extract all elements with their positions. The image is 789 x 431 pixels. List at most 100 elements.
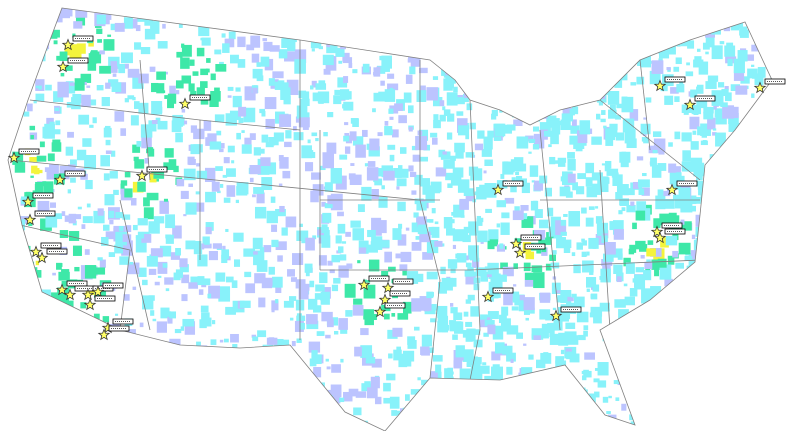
star-icon <box>665 183 679 196</box>
star-icon <box>97 328 111 341</box>
station-marker[interactable] <box>83 295 116 311</box>
intensity-cell <box>420 85 426 92</box>
intensity-cell <box>138 102 149 114</box>
intensity-cell <box>222 245 226 250</box>
intensity-cell <box>271 224 278 232</box>
intensity-cell <box>408 165 414 172</box>
intensity-cell <box>569 135 578 145</box>
station-marker[interactable] <box>378 290 411 306</box>
intensity-cell <box>751 44 761 52</box>
intensity-cell <box>466 333 472 338</box>
station-marker[interactable] <box>665 180 698 196</box>
station-marker[interactable] <box>481 287 514 303</box>
station-marker[interactable] <box>509 234 542 250</box>
intensity-cell <box>167 93 177 104</box>
intensity-cell <box>109 171 118 179</box>
intensity-cell <box>715 132 726 147</box>
intensity-cell <box>101 96 110 107</box>
intensity-cell <box>380 240 390 248</box>
intensity-cell <box>659 264 672 280</box>
intensity-cell <box>450 176 462 186</box>
intensity-cell <box>367 280 371 283</box>
station-marker[interactable] <box>357 275 390 291</box>
intensity-cell <box>646 259 651 264</box>
intensity-cell <box>52 272 56 276</box>
intensity-cell <box>530 200 539 211</box>
station-marker[interactable] <box>29 242 62 258</box>
intensity-cell <box>344 122 349 126</box>
intensity-cell <box>295 279 306 289</box>
intensity-cell <box>42 126 52 139</box>
intensity-cell <box>188 83 195 92</box>
intensity-cell <box>24 192 36 208</box>
intensity-cell <box>539 309 551 320</box>
station-marker[interactable] <box>135 166 168 182</box>
intensity-cell <box>473 257 480 262</box>
intensity-cell <box>635 274 642 282</box>
intensity-cell <box>232 95 242 108</box>
station-marker[interactable] <box>549 306 582 322</box>
station-marker[interactable] <box>61 35 94 51</box>
station-marker[interactable] <box>491 180 524 196</box>
intensity-cell <box>455 345 465 358</box>
intensity-cell <box>76 43 86 54</box>
intensity-cell <box>547 207 554 217</box>
station-marker[interactable] <box>373 302 406 318</box>
intensity-cell <box>510 185 517 193</box>
intensity-cell <box>484 183 497 198</box>
intensity-cell <box>241 144 252 154</box>
intensity-cell <box>132 77 144 89</box>
intensity-cell <box>640 123 651 135</box>
intensity-cell <box>71 97 81 110</box>
station-marker[interactable] <box>381 278 414 294</box>
station-marker[interactable] <box>35 248 68 264</box>
station-marker[interactable] <box>53 170 86 186</box>
station-marker[interactable] <box>21 192 54 208</box>
intensity-cell <box>672 194 681 201</box>
intensity-cell <box>466 363 472 368</box>
station-marker[interactable] <box>178 94 211 110</box>
station-marker[interactable] <box>7 148 40 164</box>
state-boundary <box>599 169 611 331</box>
intensity-cell <box>367 161 376 167</box>
intensity-cell <box>304 263 313 273</box>
intensity-cell <box>557 120 563 126</box>
station-marker[interactable] <box>650 222 683 238</box>
intensity-cell <box>29 156 38 162</box>
intensity-cell <box>63 65 73 71</box>
intensity-cell <box>388 108 394 114</box>
intensity-cell <box>728 122 740 132</box>
intensity-cell <box>289 317 294 321</box>
station-marker[interactable] <box>653 76 686 92</box>
intensity-cell <box>576 311 589 323</box>
intensity-cell <box>53 213 63 220</box>
intensity-cell <box>342 241 347 244</box>
intensity-cell <box>236 182 249 195</box>
intensity-cell <box>594 391 600 398</box>
intensity-cell <box>252 68 263 79</box>
station-marker[interactable] <box>23 210 56 226</box>
intensity-cell <box>575 146 583 152</box>
station-marker[interactable] <box>97 325 130 341</box>
intensity-cell <box>585 372 590 378</box>
station-marker[interactable] <box>653 228 686 244</box>
intensity-cell <box>467 267 474 275</box>
station-marker[interactable] <box>513 243 546 259</box>
station-marker[interactable] <box>56 57 89 73</box>
station-marker[interactable] <box>683 95 716 111</box>
state-boundary <box>139 59 151 181</box>
intensity-cell <box>154 178 159 182</box>
intensity-cell <box>550 262 560 269</box>
station-marker[interactable] <box>753 78 786 94</box>
intensity-cell <box>296 230 309 241</box>
intensity-cell <box>686 62 690 66</box>
star-icon <box>63 288 77 301</box>
intensity-cell <box>326 39 338 54</box>
station-marker[interactable] <box>91 282 124 298</box>
intensity-cell <box>636 76 645 85</box>
intensity-cell <box>431 208 436 214</box>
intensity-cell <box>712 128 717 131</box>
intensity-cell <box>630 82 637 86</box>
intensity-cell <box>137 181 146 192</box>
